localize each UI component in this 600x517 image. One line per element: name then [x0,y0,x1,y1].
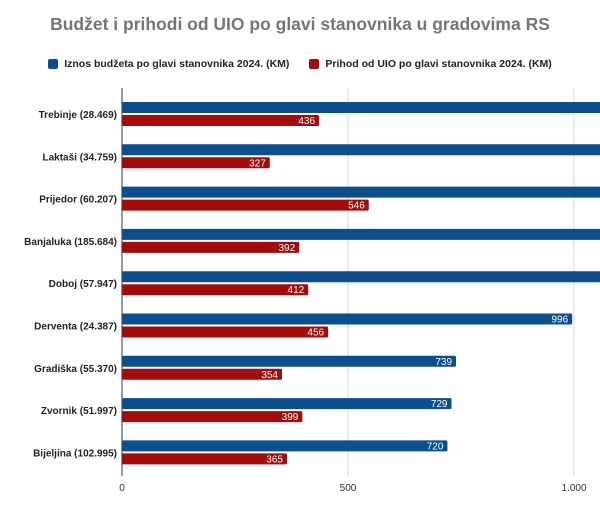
data-label-series0-7: 729 [431,399,448,410]
y-tick-label-3: Banjaluka (185.684) [24,237,117,248]
chart-title: Budžet i prihodi od UIO po glavi stanovn… [50,14,550,34]
data-label-series1-8: 365 [266,454,283,465]
bar-series0-2 [122,186,600,198]
bar-series0-1 [122,144,600,156]
legend-item-uio: Prihod od UIO po glavi stanovnika 2024. … [309,58,552,70]
x-tick-label-0: 0 [119,483,125,494]
data-label-series0-6: 739 [435,357,452,368]
bar-series1-7 [122,411,303,423]
x-tick-label-1: 500 [340,483,357,494]
bar-series0-6 [122,355,457,367]
y-tick-label-6: Gradiška (55.370) [34,364,117,375]
data-label-series1-2: 546 [348,201,365,212]
y-tick-label-0: Trebinje (28.469) [39,110,117,121]
data-label-series1-6: 354 [261,370,278,381]
bar-series1-3 [122,241,300,253]
y-tick-label-7: Zvornik (51.997) [41,406,117,417]
legend-label-uio: Prihod od UIO po glavi stanovnika 2024. … [325,58,552,70]
data-label-series1-3: 392 [278,243,295,254]
bar-series0-8 [122,440,448,452]
bar-series0-4 [122,271,600,283]
data-label-series1-0: 436 [298,116,315,127]
legend: Iznos budžeta po glavi stanovnika 2024. … [0,58,600,70]
bar-series0-5 [122,313,573,325]
bar-series1-0 [122,115,320,126]
legend-swatch-uio [309,59,320,69]
y-tick-label-1: Laktaši (34.759) [43,152,118,163]
data-label-series1-1: 327 [249,158,266,169]
data-label-series0-8: 720 [427,441,444,452]
data-label-series0-5: 996 [552,315,569,326]
bar-series0-7 [122,398,452,410]
y-tick-label-2: Prijedor (60.207) [39,195,117,206]
bar-series0-0 [122,102,600,113]
bar-series1-6 [122,368,283,380]
bar-series1-1 [122,157,270,169]
y-tick-label-8: Bijeljina (102.995) [33,448,117,459]
bar-series1-8 [122,453,287,465]
bar-series1-4 [122,284,309,296]
bar-series0-3 [122,228,600,240]
legend-swatch-budget [48,59,59,69]
x-tick-label-2: 1.000 [561,483,586,494]
legend-item-budget: Iznos budžeta po glavi stanovnika 2024. … [48,58,289,70]
data-label-series1-5: 456 [307,328,324,339]
bar-series1-5 [122,326,329,338]
y-tick-label-5: Derventa (24.387) [34,322,117,333]
y-tick-label-4: Doboj (57.947) [49,279,117,290]
bar-series1-2 [122,199,369,211]
legend-label-budget: Iznos budžeta po glavi stanovnika 2024. … [64,58,290,70]
data-label-series1-4: 412 [288,285,305,296]
data-label-series1-7: 399 [282,412,299,423]
